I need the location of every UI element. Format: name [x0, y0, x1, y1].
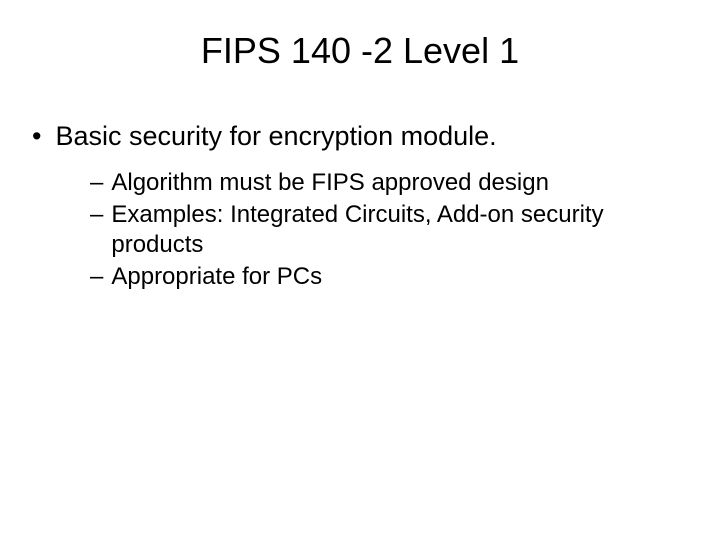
- sub-bullet-text: Appropriate for PCs: [111, 262, 322, 292]
- sub-bullet-marker: –: [90, 262, 103, 292]
- sub-bullet: – Examples: Integrated Circuits, Add-on …: [90, 200, 680, 260]
- bullet-main: • Basic security for encryption module.: [32, 120, 680, 152]
- sub-bullet-text: Examples: Integrated Circuits, Add-on se…: [111, 200, 680, 260]
- bullet-text: Basic security for encryption module.: [55, 120, 496, 152]
- slide-title: FIPS 140 -2 Level 1: [0, 30, 720, 72]
- sub-bullet-text: Algorithm must be FIPS approved design: [111, 168, 549, 198]
- sub-bullet-marker: –: [90, 200, 103, 230]
- sub-bullet-marker: –: [90, 168, 103, 198]
- slide-content: • Basic security for encryption module. …: [0, 120, 720, 292]
- sub-bullet: – Algorithm must be FIPS approved design: [90, 168, 680, 198]
- sub-bullet-list: – Algorithm must be FIPS approved design…: [32, 168, 680, 292]
- bullet-marker: •: [32, 120, 41, 152]
- sub-bullet: – Appropriate for PCs: [90, 262, 680, 292]
